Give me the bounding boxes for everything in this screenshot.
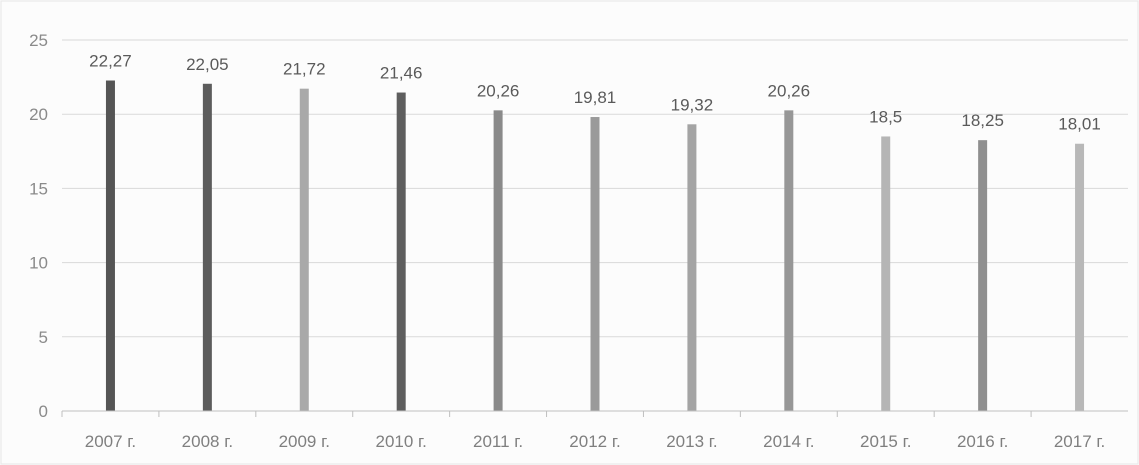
y-tick-label: 20	[29, 105, 48, 124]
data-label: 19,32	[671, 95, 714, 114]
x-tick-label: 2013 г.	[666, 432, 717, 451]
bar	[590, 117, 600, 412]
data-label: 19,81	[574, 88, 617, 107]
bars	[105, 80, 1085, 412]
x-tick-label: 2016 г.	[957, 432, 1008, 451]
x-tick-label: 2014 г.	[763, 432, 814, 451]
x-tick-label: 2017 г.	[1054, 432, 1105, 451]
y-tick-label: 25	[29, 31, 48, 50]
data-labels: 22,27 22,05 21,72 21,46 20,26 19,81 19,32 20,26…	[89, 52, 1101, 134]
data-label: 18,01	[1058, 115, 1101, 134]
data-label: 21,46	[380, 64, 423, 83]
bar	[881, 136, 891, 411]
bar	[202, 83, 212, 411]
x-tick-label: 2012 г.	[569, 432, 620, 451]
bar	[493, 110, 503, 411]
bar	[396, 92, 406, 411]
data-label: 18,25	[961, 111, 1004, 130]
bar	[978, 140, 988, 412]
bar	[1075, 143, 1085, 411]
data-label: 18,5	[869, 107, 902, 126]
x-tick-label: 2011 г.	[473, 432, 523, 451]
bar	[687, 124, 697, 411]
y-tick-label: 5	[39, 328, 48, 347]
data-label: 22,27	[89, 52, 132, 71]
y-axis: 0 5 10 15 20 25	[29, 31, 48, 421]
x-tick-label: 2007 г.	[85, 432, 136, 451]
x-tick-label: 2015 г.	[860, 432, 911, 451]
x-tick-label: 2009 г.	[279, 432, 330, 451]
data-label: 21,72	[283, 60, 326, 79]
bar	[299, 88, 309, 411]
y-tick-label: 10	[29, 254, 48, 273]
x-tick-label: 2010 г.	[375, 432, 426, 451]
y-tick-label: 15	[29, 179, 48, 198]
x-tick-label: 2008 г.	[182, 432, 233, 451]
bar	[105, 80, 115, 412]
bar	[784, 110, 794, 411]
data-label: 20,26	[768, 81, 811, 100]
x-axis: 2007 г. 2008 г. 2009 г. 2010 г. 2011 г. 2012 …	[61, 410, 1128, 451]
y-tick-label: 0	[39, 402, 48, 421]
data-label: 22,05	[186, 55, 229, 74]
data-label: 20,26	[477, 81, 520, 100]
